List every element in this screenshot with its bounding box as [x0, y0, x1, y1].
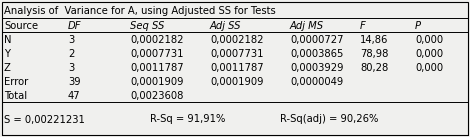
Text: 0,000: 0,000 [415, 63, 443, 73]
Text: 0,0023608: 0,0023608 [130, 91, 183, 101]
Text: 39: 39 [68, 77, 81, 87]
Text: 3: 3 [68, 35, 74, 45]
Text: 3: 3 [68, 63, 74, 73]
Text: 0,000: 0,000 [415, 49, 443, 59]
Text: R-Sq = 91,91%: R-Sq = 91,91% [150, 115, 226, 125]
Text: 0,0003929: 0,0003929 [290, 63, 344, 73]
Text: 0,0000727: 0,0000727 [290, 35, 344, 45]
Text: Adj SS: Adj SS [210, 21, 242, 31]
Text: Z: Z [4, 63, 11, 73]
Text: DF: DF [68, 21, 81, 31]
Text: 0,0011787: 0,0011787 [130, 63, 184, 73]
Text: 0,0001909: 0,0001909 [130, 77, 183, 87]
Text: R-Sq(adj) = 90,26%: R-Sq(adj) = 90,26% [280, 115, 378, 125]
Text: 0,0000049: 0,0000049 [290, 77, 343, 87]
Text: Y: Y [4, 49, 10, 59]
Text: 0,000: 0,000 [415, 35, 443, 45]
Text: 80,28: 80,28 [360, 63, 388, 73]
Text: 0,0002182: 0,0002182 [130, 35, 183, 45]
Text: 78,98: 78,98 [360, 49, 388, 59]
Text: 0,0007731: 0,0007731 [210, 49, 264, 59]
Text: Source: Source [4, 21, 38, 31]
Text: Adj MS: Adj MS [290, 21, 324, 31]
Text: 0,0011787: 0,0011787 [210, 63, 264, 73]
Text: Error: Error [4, 77, 28, 87]
Text: P: P [415, 21, 421, 31]
Text: 14,86: 14,86 [360, 35, 388, 45]
Text: F: F [360, 21, 366, 31]
Text: 0,0007731: 0,0007731 [130, 49, 183, 59]
Text: 0,0003865: 0,0003865 [290, 49, 344, 59]
Text: Seq SS: Seq SS [130, 21, 164, 31]
Text: Analysis of  Variance for A, using Adjusted SS for Tests: Analysis of Variance for A, using Adjust… [4, 6, 276, 16]
Text: 0,0001909: 0,0001909 [210, 77, 264, 87]
Text: Total: Total [4, 91, 27, 101]
Text: 0,0002182: 0,0002182 [210, 35, 264, 45]
Text: 47: 47 [68, 91, 81, 101]
Text: S = 0,00221231: S = 0,00221231 [4, 115, 85, 125]
Text: 2: 2 [68, 49, 74, 59]
Text: N: N [4, 35, 11, 45]
